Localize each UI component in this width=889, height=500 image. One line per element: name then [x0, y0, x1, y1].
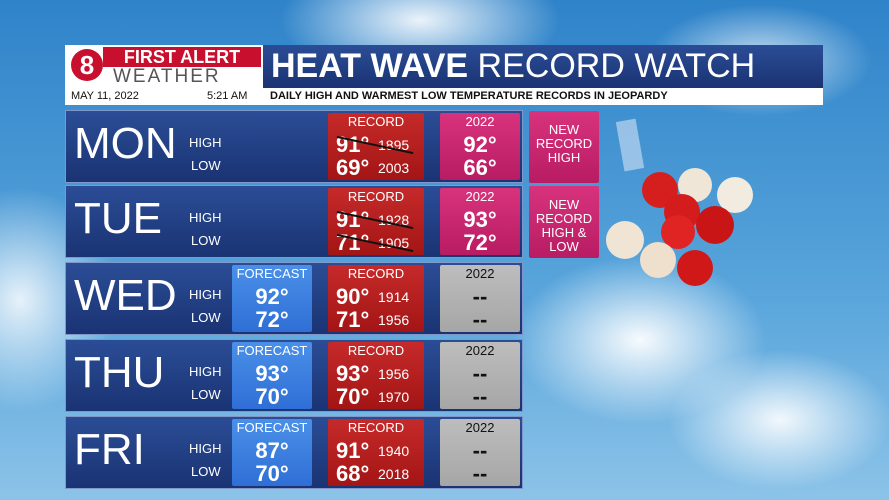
- current-label: 2022: [465, 266, 495, 281]
- record-low: 71°: [336, 307, 370, 332]
- record-box: RECORD 91° 1928 71° 1905: [328, 188, 424, 255]
- current-high: --: [472, 361, 488, 386]
- current-low: 66°: [463, 155, 497, 180]
- low-label: LOW: [191, 310, 221, 325]
- current-label: 2022: [465, 114, 495, 129]
- low-label: LOW: [191, 387, 221, 402]
- logo-line1: FIRST ALERT: [103, 47, 261, 67]
- subtitle-bar: MAY 11, 2022 5:21 AM DAILY HIGH AND WARM…: [65, 88, 823, 105]
- record-low: 70°: [336, 384, 370, 409]
- forecast-box: FORECAST 87° 70°: [232, 419, 312, 486]
- record-high-year: 1914: [378, 289, 410, 305]
- current-low: --: [472, 461, 488, 486]
- record-low: 69°: [336, 155, 370, 180]
- current-low: 72°: [463, 230, 497, 255]
- record-box: RECORD 90° 1914 71° 1956: [328, 265, 424, 332]
- day-name: FRI: [74, 425, 145, 474]
- low-label: LOW: [191, 158, 221, 173]
- current-box: 2022 93° 72°: [440, 188, 520, 255]
- logo-icon: 8: [71, 49, 103, 81]
- day-row: MON HIGH LOW RECORD 91° 1895 69° 2003 2022 92° 66°: [65, 110, 523, 183]
- record-box: RECORD 91° 1895 69° 2003: [328, 113, 424, 180]
- high-label: HIGH: [189, 135, 222, 150]
- day-row: WED HIGH LOW FORECAST 92° 72° RECORD 90° 1914 71°…: [65, 262, 523, 335]
- day-row: FRI HIGH LOW FORECAST 87° 70° RECORD 91° 1940 68°…: [65, 416, 523, 489]
- forecast-high: 93°: [255, 361, 289, 386]
- day-name: THU: [74, 348, 165, 397]
- record-low-year: 2018: [378, 466, 410, 482]
- record-high-year: 1956: [378, 366, 410, 382]
- record-high: 90°: [336, 284, 370, 309]
- day-name: TUE: [74, 194, 162, 243]
- forecast-box: FORECAST 93° 70°: [232, 342, 312, 409]
- forecast-high: 87°: [255, 438, 289, 463]
- record-label: RECORD: [347, 189, 405, 204]
- date: MAY 11, 2022: [71, 90, 139, 102]
- record-high: 93°: [336, 361, 370, 386]
- forecast-box: FORECAST 92° 72°: [232, 265, 312, 332]
- title-bold: HEAT WAVE: [271, 47, 469, 85]
- logo: 8 FIRST ALERT WEATHER: [65, 45, 263, 88]
- forecast-high: 92°: [255, 284, 289, 309]
- forecast-low: 72°: [255, 307, 289, 332]
- record-badge: NEW RECORD HIGH & LOW: [529, 186, 599, 258]
- current-box: 2022 -- --: [440, 419, 520, 486]
- record-label: RECORD: [347, 420, 405, 435]
- subtitle: DAILY HIGH AND WARMEST LOW TEMPERATURE R…: [270, 90, 668, 102]
- high-label: HIGH: [189, 210, 222, 225]
- forecast-label: FORECAST: [236, 266, 308, 281]
- current-high: 92°: [463, 132, 497, 157]
- current-label: 2022: [465, 343, 495, 358]
- current-high: 93°: [463, 207, 497, 232]
- record-box: RECORD 93° 1956 70° 1970: [328, 342, 424, 409]
- forecast-label: FORECAST: [236, 343, 308, 358]
- low-label: LOW: [191, 233, 221, 248]
- current-box: 2022 -- --: [440, 342, 520, 409]
- title-bar: HEAT WAVE RECORD WATCH: [263, 45, 823, 88]
- record-low-year: 1956: [378, 312, 410, 328]
- forecast-low: 70°: [255, 384, 289, 409]
- record-low-year: 1970: [378, 389, 410, 405]
- current-box: 2022 92° 66°: [440, 113, 520, 180]
- high-label: HIGH: [189, 441, 222, 456]
- record-label: RECORD: [347, 266, 405, 281]
- current-box: 2022 -- --: [440, 265, 520, 332]
- forecast-label: FORECAST: [236, 420, 308, 435]
- record-high-year: 1940: [378, 443, 410, 459]
- current-high: --: [472, 284, 488, 309]
- record-label: RECORD: [347, 343, 405, 358]
- record-low-year: 2003: [378, 160, 410, 176]
- current-low: --: [472, 384, 488, 409]
- record-box: RECORD 91° 1940 68° 2018: [328, 419, 424, 486]
- title-rest: RECORD WATCH: [477, 47, 756, 85]
- record-low: 68°: [336, 461, 370, 486]
- day-name: WED: [74, 271, 177, 320]
- day-row: THU HIGH LOW FORECAST 93° 70° RECORD 93° 1956 70°…: [65, 339, 523, 412]
- balloons: [606, 118, 753, 286]
- day-name: MON: [74, 119, 177, 168]
- current-label: 2022: [465, 189, 495, 204]
- record-high: 91°: [336, 438, 370, 463]
- current-low: --: [472, 307, 488, 332]
- current-label: 2022: [465, 420, 495, 435]
- day-row: TUE HIGH LOW RECORD 91° 1928 71° 1905 2022 93° 72°: [65, 185, 523, 258]
- time: 5:21 AM: [207, 90, 248, 102]
- record-badge: NEW RECORD HIGH: [529, 111, 599, 183]
- forecast-low: 70°: [255, 461, 289, 486]
- logo-line2: WEATHER: [113, 66, 221, 87]
- record-label: RECORD: [347, 114, 405, 129]
- svg-text:8: 8: [80, 50, 94, 80]
- high-label: HIGH: [189, 364, 222, 379]
- low-label: LOW: [191, 464, 221, 479]
- current-high: --: [472, 438, 488, 463]
- high-label: HIGH: [189, 287, 222, 302]
